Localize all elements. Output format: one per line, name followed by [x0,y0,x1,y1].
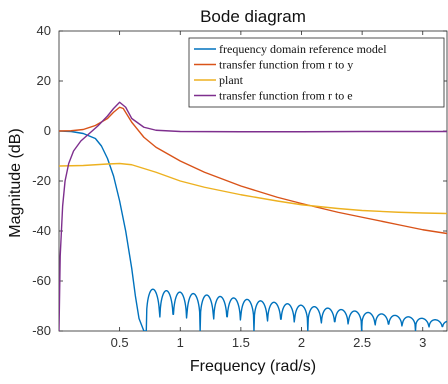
legend: frequency domain reference model transfer… [188,37,445,108]
y-tick-label: 40 [37,23,51,38]
x-tick-label: 2 [298,335,305,350]
series-line-0 [59,130,447,331]
legend-label: frequency domain reference model [219,42,387,56]
y-tick-label: 0 [44,123,51,138]
y-tick-label: -40 [32,223,51,238]
legend-label: transfer function from r to y [219,58,353,72]
y-axis-label: Magnitude (dB) [7,128,24,237]
x-tick-label: 0.5 [111,335,129,350]
plot-area: 0.5 1 1.5 2 2.5 3 -80 -60 -40 -20 0 20 40 [32,23,448,350]
legend-label: plant [219,73,244,87]
series-line-3 [59,101,447,331]
series-group [59,101,447,331]
x-axis-label: Frequency (rad/s) [190,358,316,375]
y-tick-label: -80 [32,323,51,338]
series-line-1 [59,106,447,235]
x-tick-label: 1 [177,335,184,350]
legend-label: transfer function from r to e [219,89,353,103]
x-tick-label: 3 [419,335,426,350]
y-tick-label: -20 [32,173,51,188]
y-tick-label: -60 [32,273,51,288]
y-tick-label: 20 [37,73,51,88]
x-tick-label: 2.5 [353,335,371,350]
chart-title: Bode diagram [200,7,306,26]
legend-box [188,37,445,108]
series-line-2 [59,162,447,215]
x-tick-label: 1.5 [232,335,250,350]
